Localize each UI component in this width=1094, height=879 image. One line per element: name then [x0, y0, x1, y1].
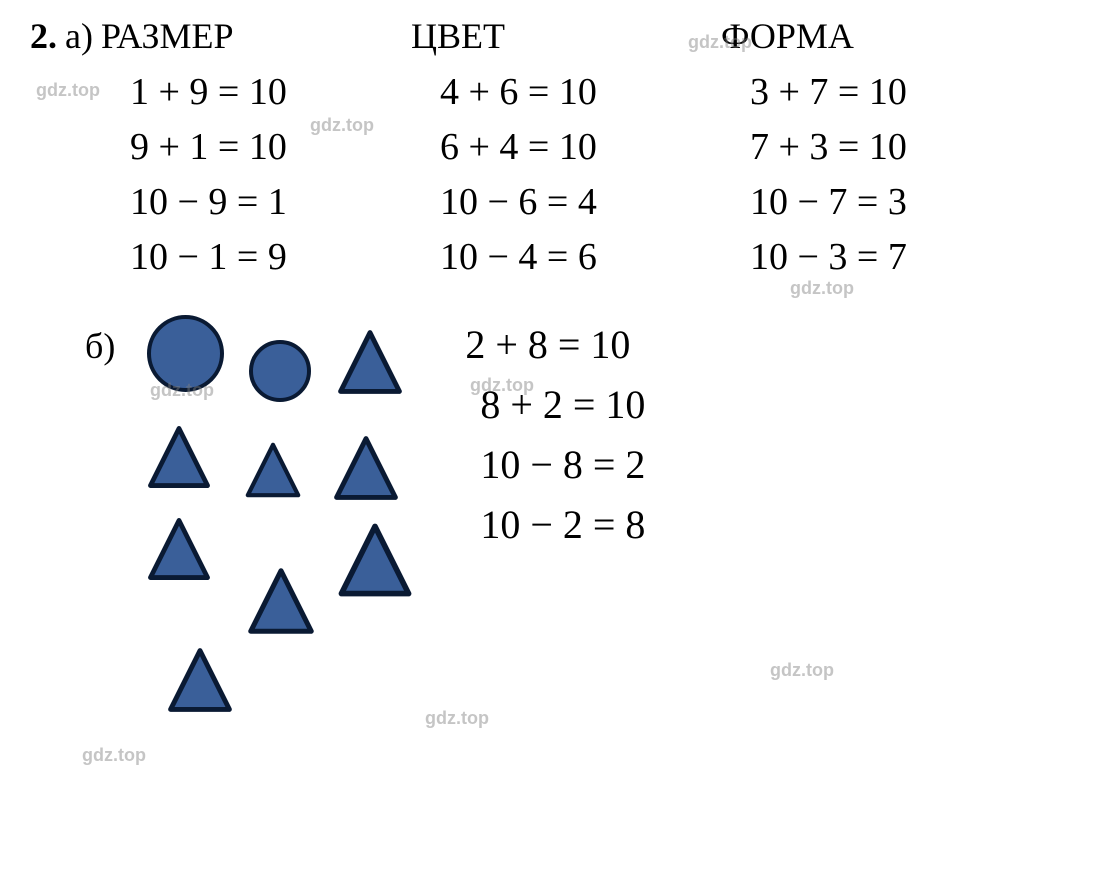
triangle-shape	[165, 645, 235, 715]
watermark-text: gdz.top	[150, 380, 214, 401]
eq-col-b: 2 + 8 = 10 8 + 2 = 10 10 − 8 = 2 10 − 2 …	[465, 315, 645, 555]
watermark-text: gdz.top	[790, 278, 854, 299]
equation: 10 − 1 = 9	[130, 230, 440, 285]
equation: 10 − 8 = 2	[480, 435, 645, 495]
triangle-shape	[335, 327, 405, 397]
watermark-text: gdz.top	[688, 32, 752, 53]
watermark-text: gdz.top	[470, 375, 534, 396]
watermark-text: gdz.top	[425, 708, 489, 729]
equation: 3 + 7 = 10	[750, 65, 1010, 120]
column-headers: РАЗМЕР ЦВЕТ ФОРМА	[101, 15, 1064, 57]
eq-col-color: 4 + 6 = 10 6 + 4 = 10 10 − 6 = 4 10 − 4 …	[440, 65, 750, 285]
equation: 1 + 9 = 10	[130, 65, 440, 120]
equation: 10 − 2 = 8	[480, 495, 645, 555]
equation: 10 − 4 = 6	[440, 230, 750, 285]
triangle-shape	[245, 565, 317, 637]
problem-number: 2.	[30, 15, 57, 57]
shapes-diagram	[135, 315, 455, 735]
triangle-shape	[145, 515, 213, 583]
equation: 10 − 9 = 1	[130, 175, 440, 230]
watermark-text: gdz.top	[770, 660, 834, 681]
eq-col-shape: 3 + 7 = 10 7 + 3 = 10 10 − 7 = 3 10 − 3 …	[750, 65, 1010, 285]
col-header-color: ЦВЕТ	[411, 15, 721, 57]
watermark-text: gdz.top	[36, 80, 100, 101]
equation: 2 + 8 = 10	[465, 315, 645, 375]
col-header-size: РАЗМЕР	[101, 15, 411, 57]
equation: 4 + 6 = 10	[440, 65, 750, 120]
equations-grid-a: 1 + 9 = 10 9 + 1 = 10 10 − 9 = 1 10 − 1 …	[130, 65, 1064, 285]
equation: 10 − 3 = 7	[750, 230, 1010, 285]
circle-shape	[249, 340, 311, 402]
equation: 9 + 1 = 10	[130, 120, 440, 175]
equation: 7 + 3 = 10	[750, 120, 1010, 175]
part-a-label: а)	[65, 15, 93, 57]
triangle-shape	[335, 520, 415, 600]
header-row: 2. а) РАЗМЕР ЦВЕТ ФОРМА	[30, 15, 1064, 57]
triangle-shape	[331, 433, 401, 503]
equation: 10 − 7 = 3	[750, 175, 1010, 230]
col-header-shape: ФОРМА	[721, 15, 981, 57]
watermark-text: gdz.top	[82, 745, 146, 766]
equation: 10 − 6 = 4	[440, 175, 750, 230]
eq-col-size: 1 + 9 = 10 9 + 1 = 10 10 − 9 = 1 10 − 1 …	[130, 65, 440, 285]
equation: 6 + 4 = 10	[440, 120, 750, 175]
triangle-shape	[145, 423, 213, 491]
part-b-container: б) 2 + 8 = 10 8 + 2 = 10 10 − 8 = 2 10 −…	[30, 315, 1064, 735]
part-b-label: б)	[85, 325, 115, 367]
triangle-shape	[243, 440, 303, 500]
watermark-text: gdz.top	[310, 115, 374, 136]
